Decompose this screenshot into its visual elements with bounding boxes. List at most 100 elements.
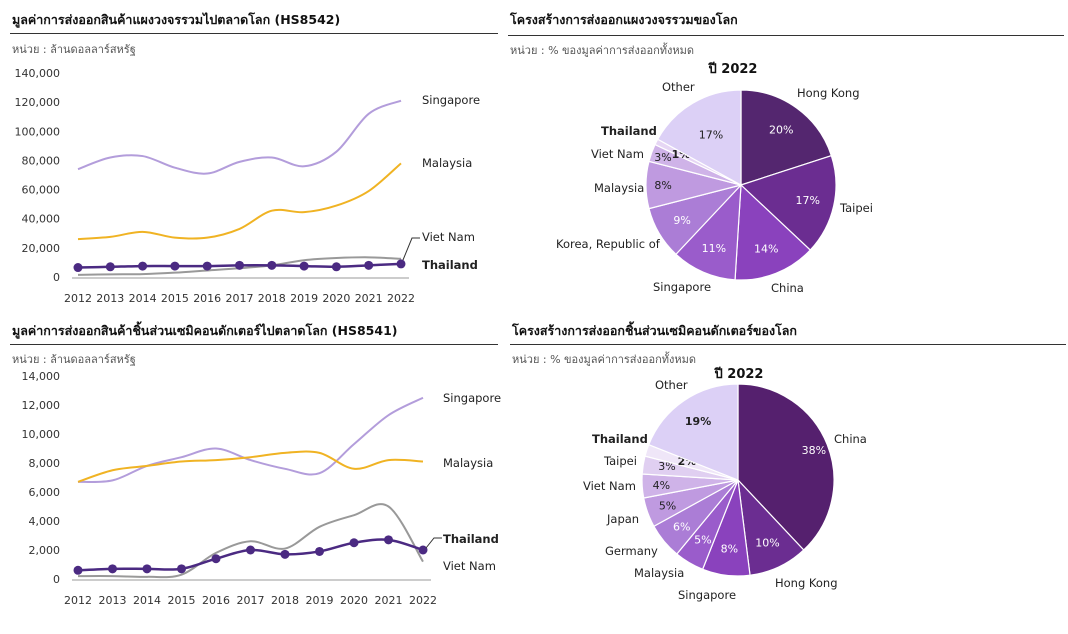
pie-slice-singapore — [675, 183, 742, 281]
x-tick-label: 2017 — [237, 594, 265, 607]
pie-value-label: 17% — [796, 194, 820, 207]
x-tick-label: 2015 — [161, 292, 189, 305]
data-point-thailand — [315, 546, 324, 556]
pie-value-label: 19% — [685, 415, 711, 428]
x-tick-label: 2019 — [306, 594, 334, 607]
data-point-thailand — [73, 263, 83, 273]
label-leader-line — [402, 237, 420, 261]
x-tick-label: 2018 — [258, 292, 286, 305]
pie-value-label: 8% — [654, 179, 671, 192]
data-point-thailand — [331, 262, 341, 272]
title-rule — [508, 35, 1064, 36]
pie-category-label-korea-republic-of: Korea, Republic of — [556, 237, 661, 251]
y-tick-label: 100,000 — [15, 125, 61, 138]
y-tick-label: 6,000 — [29, 486, 61, 499]
pie-category-label-singapore: Singapore — [678, 588, 736, 602]
series-line-singapore — [77, 99, 402, 175]
pie-value-label: 38% — [802, 444, 826, 457]
series-label-malaysia: Malaysia — [422, 156, 472, 170]
unit-label: หน่วย : % ของมูลค่าการส่งออกทั้งหมด — [512, 353, 697, 366]
pie-category-label-thailand: Thailand — [592, 432, 648, 446]
data-point-thailand — [364, 260, 374, 270]
pie-category-label-taipei: Taipei — [839, 201, 873, 215]
unit-label: หน่วย : ล้านดอลลาร์สหรัฐ — [12, 43, 136, 56]
pie-category-label-china: China — [771, 281, 804, 295]
pie-category-label-singapore: Singapore — [653, 280, 711, 294]
y-tick-label: 0 — [53, 271, 60, 284]
data-point-thailand — [299, 261, 309, 271]
data-point-thailand — [384, 535, 393, 545]
unit-label: หน่วย : ล้านดอลลาร์สหรัฐ — [12, 353, 136, 366]
series-label-malaysia: Malaysia — [443, 456, 493, 470]
x-tick-label: 2019 — [290, 292, 318, 305]
series-label-thailand: Thailand — [443, 532, 499, 546]
x-tick-label: 2014 — [133, 594, 161, 607]
pie-title: ปี 2022 — [707, 61, 757, 77]
pie-value-label: 8% — [721, 543, 738, 556]
y-tick-label: 12,000 — [22, 399, 61, 412]
pie-category-label-other: Other — [655, 378, 688, 392]
series-label-singapore: Singapore — [443, 391, 501, 405]
data-point-thailand — [418, 545, 428, 555]
x-tick-label: 2021 — [355, 292, 383, 305]
series-label-singapore: Singapore — [422, 93, 480, 107]
series-label-viet-nam: Viet Nam — [443, 559, 496, 573]
series-line-singapore — [77, 396, 424, 484]
y-tick-label: 0 — [53, 573, 60, 586]
x-tick-label: 2013 — [99, 594, 127, 607]
y-tick-label: 8,000 — [29, 457, 61, 470]
x-tick-label: 2012 — [64, 292, 92, 305]
pie-value-label: 5% — [659, 499, 676, 512]
y-tick-label: 80,000 — [22, 154, 61, 167]
unit-label: หน่วย : % ของมูลค่าการส่งออกทั้งหมด — [510, 44, 695, 57]
pie-title: ปี 2022 — [713, 366, 763, 382]
x-tick-label: 2014 — [129, 292, 157, 305]
y-tick-label: 20,000 — [22, 242, 61, 255]
y-tick-label: 10,000 — [22, 428, 61, 441]
pie-value-label: 3% — [654, 151, 671, 164]
pie-category-label-taipei: Taipei — [603, 454, 637, 468]
y-tick-label: 140,000 — [15, 67, 61, 80]
pie-value-label: 14% — [754, 243, 778, 256]
x-tick-label: 2012 — [64, 594, 92, 607]
pie-category-label-hong-kong: Hong Kong — [775, 576, 838, 590]
series-line-malaysia — [77, 450, 424, 483]
series-label-viet-nam: Viet Nam — [422, 230, 475, 244]
x-tick-label: 2020 — [340, 594, 368, 607]
x-tick-label: 2016 — [202, 594, 230, 607]
pie-value-label: 17% — [699, 128, 723, 141]
y-tick-label: 4,000 — [29, 515, 61, 528]
pie-category-label-china: China — [834, 432, 867, 446]
label-leader-line — [425, 537, 442, 549]
pie-value-label: 20% — [769, 124, 793, 137]
data-point-thailand — [177, 564, 186, 574]
x-tick-label: 2018 — [271, 594, 299, 607]
x-tick-label: 2016 — [193, 292, 221, 305]
chart-title: โครงสร้างการส่งออกแผงวงจรรวมของโลก — [510, 12, 738, 27]
x-tick-label: 2021 — [375, 594, 403, 607]
data-point-thailand — [211, 554, 221, 564]
y-tick-label: 60,000 — [22, 184, 61, 197]
y-tick-label: 120,000 — [15, 96, 61, 109]
pie-slice-china — [737, 383, 835, 551]
series-label-thailand: Thailand — [422, 258, 478, 272]
pie-value-label: 4% — [653, 479, 670, 492]
data-point-thailand — [73, 565, 83, 575]
title-rule — [10, 33, 498, 34]
x-tick-label: 2013 — [96, 292, 124, 305]
data-point-thailand — [396, 259, 406, 269]
data-point-thailand — [202, 261, 212, 271]
pie-value-label: 6% — [673, 521, 690, 534]
data-point-thailand — [138, 261, 148, 271]
data-point-thailand — [105, 262, 115, 272]
chart-title: มูลค่าการส่งออกสินค้าแผงวงจรรวมไปตลาดโลก… — [12, 12, 341, 27]
y-tick-label: 14,000 — [22, 370, 61, 383]
title-rule — [510, 344, 1066, 345]
chart-title: มูลค่าการส่งออกสินค้าชิ้นส่วนเซมิคอนดักเ… — [12, 323, 398, 338]
title-rule — [10, 344, 498, 345]
pie-value-label: 5% — [694, 533, 711, 546]
data-point-thailand — [246, 545, 255, 555]
x-tick-label: 2015 — [168, 594, 196, 607]
